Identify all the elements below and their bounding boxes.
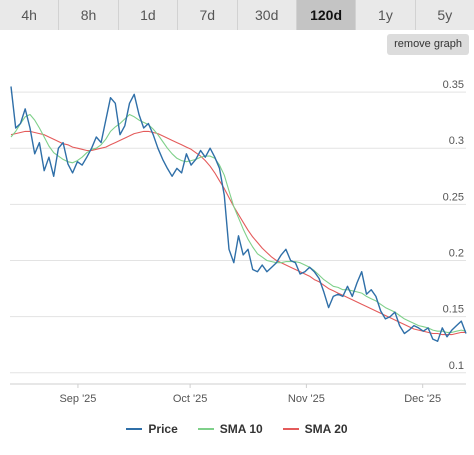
tab-4h[interactable]: 4h bbox=[0, 0, 60, 30]
legend-item-price[interactable]: Price bbox=[126, 418, 178, 440]
legend-item-sma10[interactable]: SMA 10 bbox=[197, 418, 263, 440]
y-tick-label: 0.35 bbox=[443, 79, 464, 91]
time-range-tabs: 4h 8h 1d 7d 30d 120d 1y 5y bbox=[0, 0, 474, 30]
tab-5y[interactable]: 5y bbox=[437, 7, 453, 23]
series-line-price bbox=[10, 86, 467, 342]
legend-swatch-price bbox=[126, 428, 143, 430]
legend-item-sma20[interactable]: SMA 20 bbox=[282, 418, 348, 440]
y-tick-label: 0.1 bbox=[449, 360, 464, 372]
legend-label-sma10: SMA 10 bbox=[219, 422, 263, 436]
tab-30d[interactable]: 30d bbox=[238, 0, 297, 30]
legend-swatch-sma20 bbox=[282, 428, 299, 430]
y-tick-label: 0.3 bbox=[449, 135, 464, 147]
y-tick-label: 0.2 bbox=[449, 247, 464, 259]
legend-label-price: Price bbox=[148, 422, 178, 436]
y-tick-label: 0.25 bbox=[443, 191, 464, 203]
series-line-sma20 bbox=[10, 130, 466, 336]
x-tick-label: Sep '25 bbox=[59, 393, 96, 405]
legend-swatch-sma10 bbox=[197, 428, 214, 430]
tab-120d[interactable]: 120d bbox=[296, 0, 357, 30]
tab-7d[interactable]: 7d bbox=[178, 0, 238, 30]
tab-8h[interactable]: 8h bbox=[59, 0, 119, 30]
tab-1y[interactable]: 1y bbox=[356, 0, 416, 30]
x-tick-label: Oct '25 bbox=[173, 393, 208, 405]
series-line-sma10 bbox=[10, 113, 467, 333]
chart-legend: Price SMA 10 SMA 20 bbox=[0, 418, 474, 440]
x-tick-label: Nov '25 bbox=[288, 393, 325, 405]
x-tick-label: Dec '25 bbox=[404, 393, 441, 405]
price-chart: 0.1 0.15 0.2 0.25 0.3 0.35 Sep '25 Oct '25 Nov '… bbox=[10, 79, 467, 405]
remove-graph-button[interactable]: remove graph bbox=[387, 34, 469, 55]
y-tick-label: 0.15 bbox=[443, 304, 464, 316]
legend-label-sma20: SMA 20 bbox=[304, 422, 348, 436]
tab-1d[interactable]: 1d bbox=[119, 0, 179, 30]
